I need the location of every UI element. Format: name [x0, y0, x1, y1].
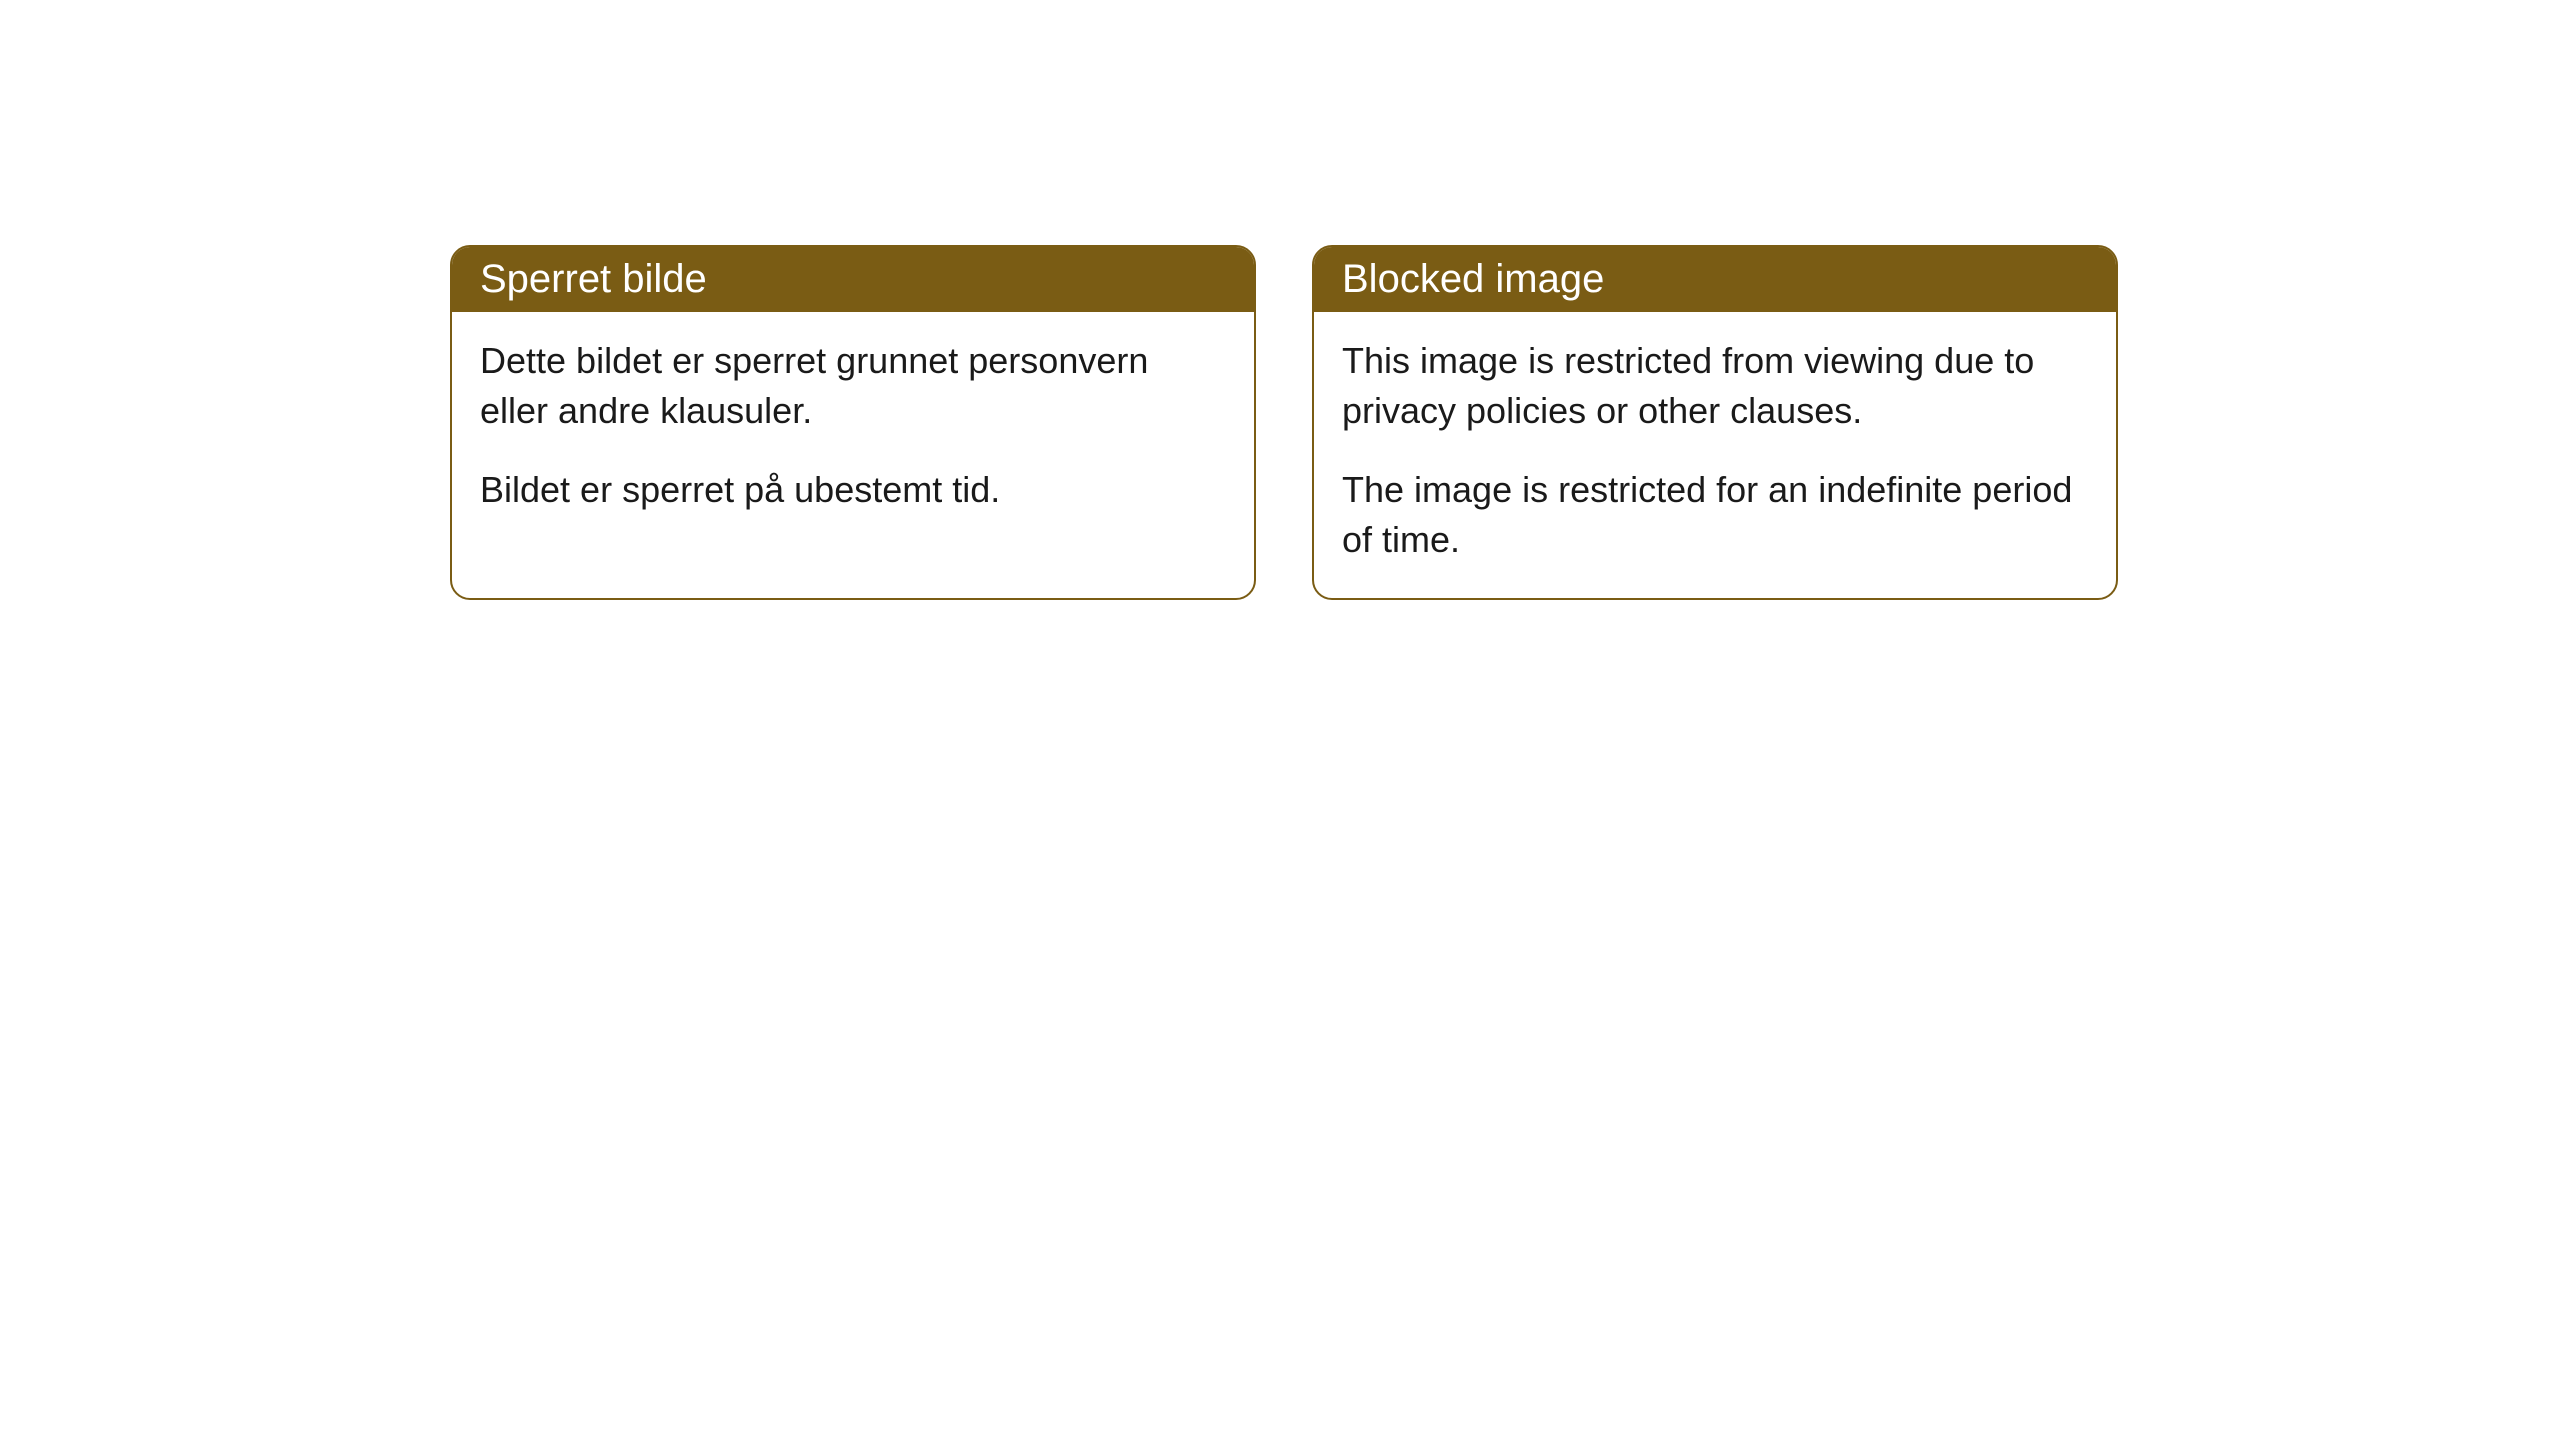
- notice-body: This image is restricted from viewing du…: [1314, 312, 2116, 598]
- notice-title: Blocked image: [1314, 247, 2116, 312]
- notice-paragraph: This image is restricted from viewing du…: [1342, 336, 2088, 437]
- notice-title: Sperret bilde: [452, 247, 1254, 312]
- notice-paragraph: Bildet er sperret på ubestemt tid.: [480, 465, 1226, 515]
- notice-paragraph: Dette bildet er sperret grunnet personve…: [480, 336, 1226, 437]
- notice-body: Dette bildet er sperret grunnet personve…: [452, 312, 1254, 547]
- notice-card-english: Blocked image This image is restricted f…: [1312, 245, 2118, 600]
- notice-paragraph: The image is restricted for an indefinit…: [1342, 465, 2088, 566]
- notice-card-norwegian: Sperret bilde Dette bildet er sperret gr…: [450, 245, 1256, 600]
- notice-container: Sperret bilde Dette bildet er sperret gr…: [450, 245, 2118, 600]
